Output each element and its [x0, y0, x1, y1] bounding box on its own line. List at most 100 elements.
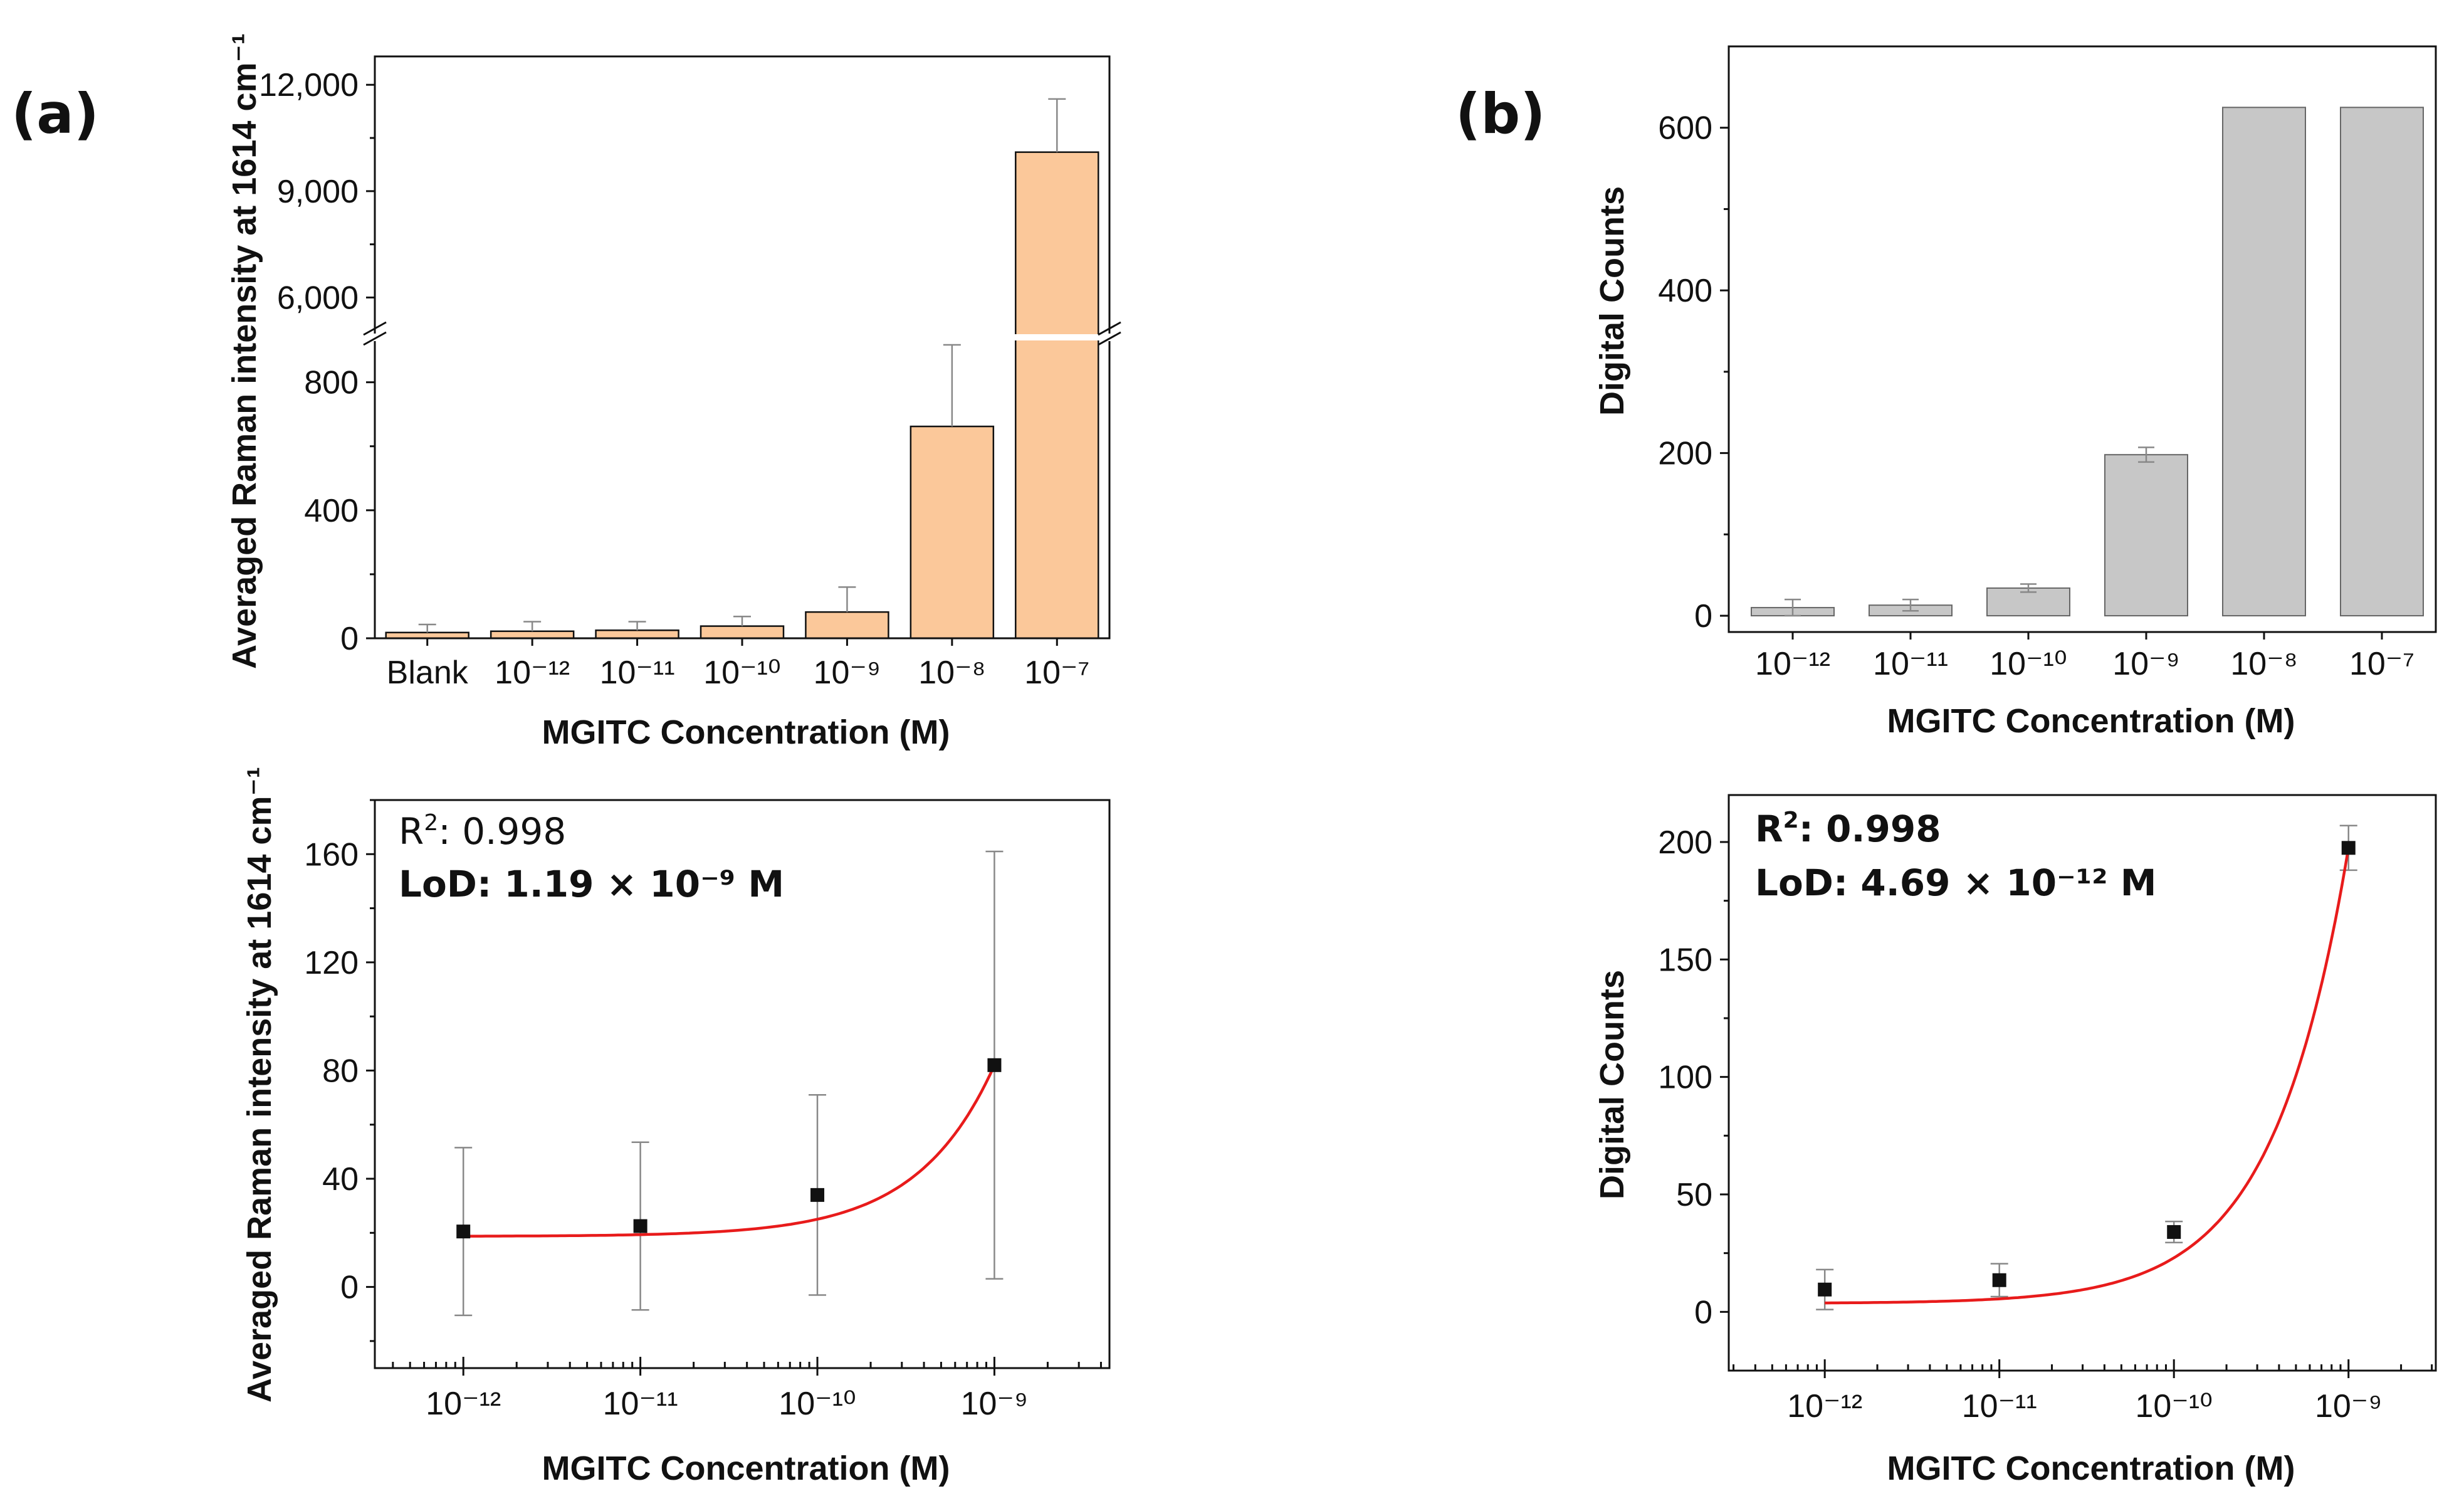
bar-break-gap	[1014, 334, 1100, 340]
x-tick-label: 10⁻¹¹	[600, 655, 675, 691]
bar	[1015, 151, 1099, 640]
data-point	[633, 1219, 647, 1233]
r2-prefix: R	[399, 810, 424, 853]
y-tick-label: 200	[1658, 824, 1712, 861]
y-tick-label: 6,000	[277, 280, 359, 316]
panel-label-a: (a)	[11, 82, 99, 146]
error-bar	[838, 586, 856, 613]
y-tick-label: 400	[1658, 273, 1712, 309]
x-axis-title: MGITC Concentration (M)	[542, 1450, 950, 1487]
x-tick-label: 10⁻¹²	[495, 655, 570, 691]
x-tick-label: 10⁻¹⁰	[2135, 1388, 2212, 1425]
axis-break-mark	[1098, 321, 1121, 336]
x-tick-label: 10⁻⁸	[2230, 646, 2297, 682]
error-bar	[1902, 598, 1919, 612]
data-point	[1818, 1282, 1832, 1297]
x-tick-label: 10⁻¹⁰	[1990, 646, 2067, 682]
r2-value: : 0.998	[438, 810, 566, 853]
y-tick-label: 40	[322, 1161, 359, 1198]
chart-b-bottom-fit: 0 50 100 150 200 10⁻¹² 10⁻¹¹ 10⁻¹⁰ 10⁻⁹ R2: 0.998…	[1593, 794, 2437, 1487]
x-tick-label: 10⁻¹²	[1755, 646, 1830, 682]
error-bar	[523, 621, 542, 631]
panel-label-b: (b)	[1455, 82, 1545, 146]
error-bar	[1785, 598, 1801, 617]
x-axis-title: MGITC Concentration (M)	[542, 714, 950, 751]
y-tick-label: 400	[304, 493, 359, 529]
data-point	[1992, 1273, 2006, 1287]
lod-annotation: LoD: 4.69 × 10⁻¹² M	[1755, 861, 2156, 904]
axis-break-mark	[363, 321, 387, 336]
error-bar	[1048, 98, 1066, 152]
r2-annotation: R2: 0.998	[1755, 808, 1941, 850]
y-tick-label: 9,000	[277, 174, 359, 210]
y-tick-label: 12,000	[259, 67, 359, 103]
x-axis-title: MGITC Concentration (M)	[1887, 1450, 2295, 1487]
y-tick-label: 100	[1658, 1060, 1712, 1096]
axis-break-mark	[1098, 331, 1121, 346]
r2-value: : 0.998	[1799, 808, 1941, 850]
y-tick-label: 50	[1676, 1177, 1712, 1213]
r2-prefix: R	[1755, 808, 1783, 850]
x-tick-label: 10⁻⁸	[918, 655, 985, 691]
lod-annotation: LoD: 1.19 × 10⁻⁹ M	[399, 863, 784, 905]
data-point	[2167, 1225, 2181, 1239]
data-point	[987, 1058, 1002, 1072]
axis-break-mark	[363, 331, 387, 346]
plot-frame	[374, 799, 1111, 1369]
chart-a-top-bar: 0 400 800 6,000 9,000 12,000 Blank 10⁻¹² 10⁻¹¹ 10…	[226, 33, 1121, 751]
x-axis-title: MGITC Concentration (M)	[1887, 702, 2295, 740]
bar	[2340, 107, 2424, 617]
x-tick-label: 10⁻¹⁰	[703, 655, 780, 691]
y-tick-label: 160	[304, 836, 359, 873]
x-tick-label: 10⁻¹¹	[603, 1386, 678, 1422]
bar	[910, 425, 995, 640]
error-bar	[733, 616, 751, 626]
y-axis-title: Digital Counts	[1593, 186, 1631, 416]
y-tick-label: 800	[304, 365, 359, 401]
chart-a-bottom-fit: 0 40 80 120 160 10⁻¹² 10⁻¹¹ 10⁻¹⁰ 10⁻⁹ R2: 0.998 L…	[241, 767, 1111, 1487]
error-bar	[2020, 583, 2037, 593]
bar	[2104, 454, 2188, 617]
bar	[2222, 107, 2306, 617]
fit-curve	[1825, 847, 2350, 1305]
bar	[595, 629, 679, 640]
x-tick-label: 10⁻⁹	[961, 1386, 1029, 1422]
data-point	[456, 1225, 471, 1239]
r2-superscript: 2	[424, 810, 438, 836]
bar	[490, 630, 575, 640]
x-tick-label: 10⁻⁹	[2315, 1388, 2383, 1425]
x-tick-label: 10⁻⁹	[814, 655, 881, 691]
x-tick-label: 10⁻¹²	[1787, 1388, 1862, 1425]
x-tick-label: 10⁻⁷	[1024, 655, 1089, 691]
y-tick-label: 0	[1694, 598, 1712, 635]
error-bar	[943, 344, 961, 427]
r2-annotation: R2: 0.998	[399, 810, 566, 853]
x-tick-label: 10⁻¹¹	[1873, 646, 1948, 682]
fit-curve	[463, 1064, 996, 1238]
y-tick-label: 0	[1694, 1294, 1712, 1330]
error-bar	[628, 621, 646, 631]
y-axis-title: Averaged Raman intensity at 1614 cm⁻¹	[241, 767, 278, 1403]
y-tick-label: 150	[1658, 942, 1712, 978]
plot-frame	[374, 55, 1111, 640]
chart-b-top-bar: 0 200 400 600 10⁻¹² 10⁻¹¹ 10⁻¹⁰ 10⁻⁹ 10⁻⁸ 10⁻⁷ MGI…	[1593, 45, 2437, 740]
data-point	[810, 1188, 825, 1202]
x-tick-label: Blank	[387, 655, 469, 691]
x-tick-label: 10⁻⁷	[2349, 646, 2414, 682]
r2-superscript: 2	[1783, 808, 1799, 833]
plot-frame	[1727, 45, 2437, 633]
y-tick-label: 0	[340, 1270, 359, 1306]
y-tick-label: 0	[340, 621, 359, 657]
y-tick-label: 200	[1658, 436, 1712, 472]
bar	[805, 611, 889, 640]
x-tick-label: 10⁻¹²	[426, 1386, 501, 1422]
y-axis-title: Digital Counts	[1593, 970, 1631, 1199]
bar	[700, 625, 785, 640]
error-bar	[418, 623, 436, 633]
y-tick-label: 120	[304, 945, 359, 981]
error-bar	[2138, 446, 2154, 463]
data-point	[2341, 841, 2356, 855]
x-tick-label: 10⁻⁹	[2112, 646, 2180, 682]
x-tick-label: 10⁻¹¹	[1962, 1388, 2037, 1425]
